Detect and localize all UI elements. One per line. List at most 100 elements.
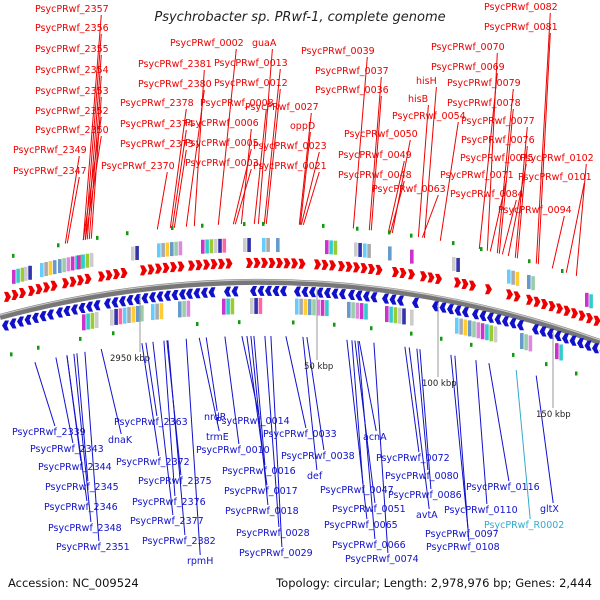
forward-feature-block <box>161 242 165 257</box>
top-gene-label: PsycPRwf_0070 <box>431 42 505 53</box>
top-track-tick <box>561 269 564 274</box>
forward-feature-block <box>410 249 414 264</box>
top-gene-label: PsycPRwf_0006 <box>185 118 259 129</box>
label-leader-lines <box>34 12 587 556</box>
top-gene-label: PsycPRwf_0048 <box>338 170 412 181</box>
top-gene-label: PsycPRwf_0008 <box>200 98 274 109</box>
bottom-leader-line <box>185 338 201 556</box>
forward-feature-block <box>131 246 135 261</box>
bottom-leader-line <box>515 369 531 520</box>
top-gene-labels: PsycPRwf_2357 PsycPRwf_2356 PsycPRwf_2355 P… <box>13 2 594 216</box>
reverse-gene-arrow <box>294 286 301 297</box>
bottom-leader-line <box>373 342 389 554</box>
reverse-gene-arrow <box>47 309 54 320</box>
forward-gene-arrow <box>454 277 461 288</box>
bottom-gene-label: PsycPRwf_2363 <box>114 417 188 428</box>
reverse-gene-arrow <box>224 286 231 297</box>
top-track-tick <box>57 243 60 248</box>
bottom-leader-line <box>488 363 510 482</box>
top-gene-label: PsycPRwf_2353 <box>35 86 109 97</box>
bottom-leader-line <box>167 340 186 536</box>
reverse-gene-arrow <box>208 287 216 298</box>
reverse-gene-arrow <box>339 289 346 300</box>
forward-feature-block <box>358 242 362 257</box>
top-gene-label: PsycPRwf_2378 <box>120 98 194 109</box>
forward-gene-arrow <box>353 262 360 273</box>
bottom-gene-label: PsycPRwf_2345 <box>45 482 119 493</box>
top-leader-line <box>232 148 252 225</box>
top-gene-label: guaA <box>252 38 277 49</box>
top-track-tick <box>96 235 99 240</box>
top-gene-label: PsycPRwf_0039 <box>301 46 375 57</box>
forward-gene-arrow <box>113 269 120 280</box>
forward-gene-arrow <box>188 260 195 271</box>
bottom-track-tick <box>410 331 413 336</box>
bottom-leader-line <box>205 337 218 412</box>
top-track-tick <box>410 233 413 238</box>
scale-label: 50 kbp <box>304 362 333 372</box>
scale-label: 100 kbp <box>422 379 457 389</box>
forward-feature-block <box>170 242 174 257</box>
forward-gene-arrow <box>408 269 415 280</box>
track-ticks <box>10 221 578 376</box>
reverse-gene-arrow <box>382 293 389 304</box>
reverse-feature-block <box>94 312 99 329</box>
forward-gene-arrow <box>548 301 556 312</box>
bottom-gene-label: PsycPRwf_0018 <box>225 506 299 517</box>
top-leader-line <box>387 160 405 233</box>
reverse-gene-arrow <box>301 286 309 297</box>
forward-feature-block <box>367 243 371 258</box>
top-gene-label: PsycPRwf_2356 <box>35 23 109 34</box>
reverse-feature-block <box>295 298 299 315</box>
reverse-gene-arrow <box>164 290 171 301</box>
bottom-leader-line <box>302 336 318 471</box>
bottom-leader-line <box>198 337 220 432</box>
reverse-feature-block <box>410 309 414 326</box>
top-leader-line <box>514 126 528 258</box>
top-track-tick <box>126 231 129 236</box>
forward-gene-arrow <box>435 273 442 284</box>
reverse-gene-arrow <box>257 285 265 296</box>
top-gene-label: PsycPRwf_0078 <box>447 98 521 109</box>
top-leader-line <box>496 88 514 254</box>
reverse-feature-block <box>524 334 528 351</box>
forward-feature-block <box>266 237 270 252</box>
bottom-leader-line <box>145 342 158 417</box>
bottom-track-tick <box>37 345 40 350</box>
reverse-gene-arrow <box>412 297 419 308</box>
bottom-leader-line <box>450 354 469 529</box>
forward-gene-arrow <box>19 288 26 299</box>
reverse-gene-arrow <box>472 309 479 320</box>
reverse-gene-arrow <box>509 318 517 329</box>
forward-gene-arrow <box>298 258 306 269</box>
forward-feature-block <box>201 239 205 254</box>
forward-feature-block <box>209 239 214 254</box>
reverse-feature-block <box>559 344 563 361</box>
gene-arrows <box>2 257 600 354</box>
forward-gene-arrow <box>4 291 11 302</box>
bottom-gene-label: PsycPRwf_0028 <box>236 528 310 539</box>
top-gene-label: PsycPRwf_0069 <box>431 62 505 73</box>
top-gene-label: PsycPRwf_2357 <box>35 4 109 15</box>
reverse-feature-block <box>250 297 254 314</box>
reverse-gene-arrow <box>584 340 592 351</box>
forward-gene-arrow <box>28 285 35 296</box>
forward-feature-block <box>511 270 515 285</box>
top-gene-label: PsycPRwf_0063 <box>372 184 446 195</box>
reverse-gene-arrow <box>309 287 316 298</box>
forward-gene-arrow <box>593 315 600 326</box>
bottom-leader-line <box>141 343 160 457</box>
bottom-gene-label: PsycPRwf_0080 <box>385 471 459 482</box>
forward-feature-block <box>52 260 57 275</box>
top-leader-line <box>423 86 437 239</box>
top-leader-line <box>66 176 80 244</box>
forward-gene-arrow <box>261 257 268 268</box>
top-gene-label: PsycPRwf_0023 <box>253 141 327 152</box>
reverse-gene-arrow <box>562 333 569 344</box>
top-gene-label: PsycPRwf_0082 <box>484 2 558 13</box>
reverse-feature-block <box>178 301 182 318</box>
bottom-leader-line <box>73 353 92 523</box>
top-leader-line <box>185 89 205 227</box>
reverse-gene-arrow <box>577 338 584 349</box>
forward-gene-arrow <box>541 298 548 309</box>
